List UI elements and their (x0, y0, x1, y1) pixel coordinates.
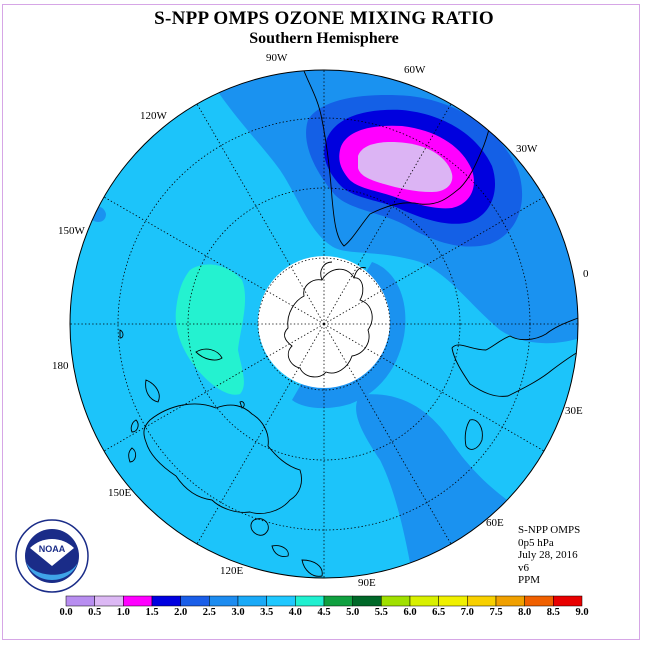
colorbar-swatch (495, 595, 525, 607)
noaa-logo: NOAA (15, 519, 89, 593)
colorbar-tick-label: 0.5 (88, 607, 102, 618)
colorbar-swatch (237, 595, 267, 607)
new-zealand-coast (128, 379, 160, 463)
antarctica-coast (284, 268, 373, 378)
colorbar-tick-label: 9.0 (575, 607, 589, 618)
colorbar-swatch (467, 595, 497, 607)
band-3p5 (175, 264, 246, 395)
south-america-coast (299, 70, 497, 247)
meridian-120w (196, 103, 325, 325)
colorbar-tick-label: 5.0 (346, 607, 360, 618)
lon-label-0: 0 (583, 268, 589, 280)
info-level: 0p5 hPa (518, 536, 554, 549)
colorbar-tick-label: 5.5 (374, 607, 388, 618)
meridian-120e (196, 323, 325, 545)
noaa-logo-text: NOAA (39, 544, 66, 554)
info-version: v6 (518, 561, 529, 574)
colorbar-tick-label: 2.0 (174, 607, 188, 618)
map-border (69, 69, 579, 579)
figure-frame (2, 4, 640, 640)
colorbar-tick-label: 6.5 (432, 607, 446, 618)
colorbar-swatch (266, 595, 296, 607)
pacific-islands (119, 329, 245, 409)
africa-coast (451, 317, 578, 397)
lon-label-150w: 150W (58, 225, 85, 237)
lon-label-150e: 150E (108, 487, 132, 499)
colorbar-swatch (323, 595, 353, 607)
band-0p5 (358, 142, 453, 192)
australia-coast (143, 403, 302, 514)
colorbar-swatch (123, 595, 153, 607)
colorbar-tick-label: 0.0 (59, 607, 73, 618)
lon-label-90e: 90E (358, 577, 376, 589)
colorbar-tick-label: 8.0 (518, 607, 532, 618)
colorbar-swatch (381, 595, 411, 607)
colorbar-swatch (524, 595, 554, 607)
colorbar-swatch (438, 595, 468, 607)
colorbar-tick-label: 1.0 (116, 607, 130, 618)
colorbar-swatch (209, 595, 239, 607)
colorbar-swatch (151, 595, 181, 607)
colorbar-tick-label: 8.5 (546, 607, 560, 618)
meridian-150w (103, 196, 325, 325)
colorbar-tick-label: 7.5 (489, 607, 503, 618)
lon-label-30w: 30W (516, 143, 538, 155)
colorbar-tick-label: 3.0 (231, 607, 245, 618)
colorbar-tick-label: 4.0 (288, 607, 302, 618)
ross-island (195, 348, 223, 361)
noaa-logo-wave (26, 562, 78, 580)
lon-label-30e: 30E (565, 405, 583, 417)
meridian-60e (323, 323, 452, 545)
lon-label-120w: 120W (140, 110, 167, 122)
lon-label-60w: 60W (404, 64, 426, 76)
colorbar-swatch (65, 595, 95, 607)
graticule (70, 70, 578, 578)
meridian-30e (323, 323, 545, 452)
colorbar-swatch (295, 595, 325, 607)
antarctic-peninsula (320, 261, 367, 281)
colorbar-tick-label: 2.5 (202, 607, 216, 618)
lon-label-90w: 90W (266, 52, 288, 64)
colorbar-tick-label: 3.5 (260, 607, 274, 618)
meridian-30w (323, 196, 545, 325)
colorbar-swatch (352, 595, 382, 607)
colorbar-tick-label: 1.5 (145, 607, 159, 618)
meridian-150e (103, 323, 325, 452)
colorbar-swatch (180, 595, 210, 607)
colorbar-swatch (409, 595, 439, 607)
lon-label-180: 180 (52, 360, 69, 372)
colorbar-tick-labels: 0.0 0.5 1.0 1.5 2.0 2.5 3.0 3.5 4.0 4.5 5.0 5.5 6.0 6… (0, 607, 648, 621)
info-block: S-NPP OMPS 0p5 hPa July 28, 2016 v6 PPM (518, 524, 580, 587)
colorbar-swatch (553, 595, 583, 607)
map-title: S-NPP OMPS OZONE MIXING RATIO (154, 8, 494, 29)
colorbar-tick-label: 6.0 (403, 607, 417, 618)
colorbar-tick-label: 7.0 (460, 607, 474, 618)
colorbar-swatch (94, 595, 124, 607)
lon-label-60e: 60E (486, 517, 504, 529)
coastlines (119, 70, 578, 577)
madagascar (464, 419, 483, 450)
info-units: PPM (518, 574, 541, 586)
info-date: July 28, 2016 (518, 549, 578, 561)
map-subtitle: Southern Hemisphere (249, 30, 399, 47)
colorbar-tick-label: 4.5 (317, 607, 331, 618)
colorbar (65, 595, 583, 607)
meridian-60w (323, 103, 452, 325)
info-instrument: S-NPP OMPS (518, 524, 581, 536)
lon-label-120e: 120E (220, 565, 244, 577)
tasmania (250, 518, 269, 536)
latitude-circle-60s (187, 187, 461, 461)
noaa-logo-bird (30, 539, 74, 566)
